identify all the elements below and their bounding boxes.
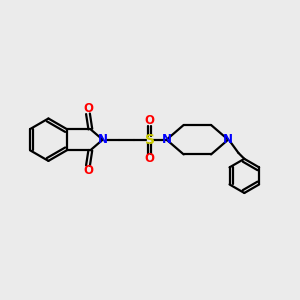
- Text: N: N: [98, 133, 108, 146]
- Text: S: S: [145, 133, 154, 147]
- Text: O: O: [145, 114, 154, 127]
- Text: N: N: [162, 133, 172, 146]
- Text: O: O: [83, 102, 93, 115]
- Text: N: N: [223, 133, 233, 146]
- Text: O: O: [145, 152, 154, 165]
- Text: O: O: [83, 164, 93, 177]
